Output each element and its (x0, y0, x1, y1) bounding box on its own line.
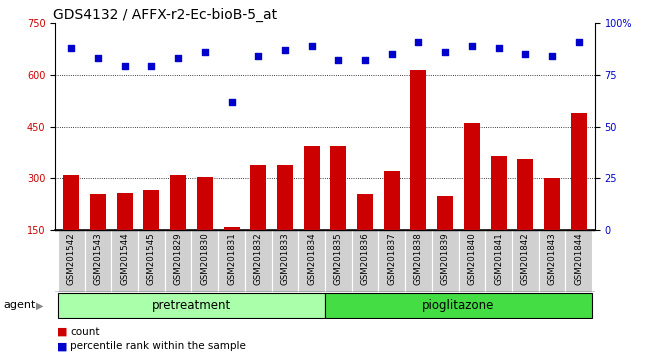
Text: pretreatment: pretreatment (152, 299, 231, 312)
Point (280, 47, 290, 53)
Point (253, 53, 263, 59)
Bar (192, 230, 218, 292)
Bar (405, 230, 432, 292)
Bar (90, 194, 106, 282)
Text: GSM201829: GSM201829 (174, 232, 183, 285)
Bar (117, 193, 133, 282)
Bar (464, 123, 480, 282)
Bar (63, 175, 79, 282)
Text: GSM201837: GSM201837 (387, 232, 396, 285)
Bar (218, 230, 245, 292)
Text: GSM201545: GSM201545 (147, 232, 156, 285)
Bar (111, 230, 138, 292)
Bar (138, 230, 164, 292)
Bar (491, 156, 506, 282)
Bar (437, 195, 453, 282)
Text: GSM201839: GSM201839 (441, 232, 450, 285)
Bar (250, 165, 266, 282)
Text: GSM201841: GSM201841 (494, 232, 503, 285)
Bar (58, 230, 84, 292)
Text: ■: ■ (57, 327, 68, 337)
Bar (571, 113, 587, 282)
Bar (432, 230, 458, 292)
Bar (330, 145, 346, 282)
Bar (378, 230, 405, 292)
Text: GSM201832: GSM201832 (254, 232, 263, 285)
Point (573, 39, 584, 45)
Bar (298, 230, 325, 292)
Bar (325, 292, 592, 318)
Text: GSM201543: GSM201543 (94, 232, 103, 285)
Text: GSM201542: GSM201542 (67, 232, 76, 285)
Bar (277, 165, 293, 282)
Bar (245, 230, 272, 292)
Bar (486, 230, 512, 292)
Bar (357, 194, 373, 282)
Point (440, 49, 450, 55)
Bar (84, 230, 111, 292)
Bar (58, 292, 325, 318)
Point (547, 53, 557, 59)
Bar (304, 145, 320, 282)
Point (333, 57, 344, 63)
Text: GSM201833: GSM201833 (280, 232, 289, 285)
Point (226, 99, 237, 104)
Text: GSM201843: GSM201843 (547, 232, 556, 285)
Text: ▶: ▶ (36, 300, 44, 310)
Text: count: count (70, 327, 99, 337)
Point (520, 51, 530, 57)
Point (200, 49, 210, 55)
Point (387, 51, 397, 57)
Point (493, 45, 504, 51)
Text: GSM201544: GSM201544 (120, 232, 129, 285)
Bar (325, 230, 352, 292)
Bar (410, 70, 426, 282)
Point (66, 45, 77, 51)
Bar (512, 230, 539, 292)
Text: GSM201836: GSM201836 (361, 232, 370, 285)
Bar (165, 230, 192, 292)
Bar (384, 171, 400, 282)
Point (93, 55, 103, 61)
Bar (144, 190, 159, 282)
Bar (517, 159, 533, 282)
Bar (544, 178, 560, 282)
Text: agent: agent (3, 300, 36, 310)
Point (413, 39, 424, 45)
Point (360, 57, 370, 63)
Text: GSM201830: GSM201830 (200, 232, 209, 285)
Point (146, 64, 157, 69)
Text: GSM201840: GSM201840 (467, 232, 476, 285)
Bar (458, 230, 485, 292)
Bar (352, 230, 378, 292)
Point (467, 43, 477, 48)
Bar (170, 175, 186, 282)
Text: GDS4132 / AFFX-r2-Ec-bioB-5_at: GDS4132 / AFFX-r2-Ec-bioB-5_at (53, 8, 277, 22)
Point (306, 43, 317, 48)
Text: GSM201844: GSM201844 (574, 232, 583, 285)
Text: ■: ■ (57, 341, 68, 351)
Bar (272, 230, 298, 292)
Text: GSM201831: GSM201831 (227, 232, 236, 285)
Text: percentile rank within the sample: percentile rank within the sample (70, 341, 246, 351)
Text: GSM201834: GSM201834 (307, 232, 316, 285)
Point (120, 64, 130, 69)
Text: GSM201835: GSM201835 (334, 232, 343, 285)
Bar (197, 177, 213, 282)
Point (173, 55, 183, 61)
Bar (566, 230, 592, 292)
Text: GSM201842: GSM201842 (521, 232, 530, 285)
Text: GSM201838: GSM201838 (414, 232, 423, 285)
Bar (539, 230, 566, 292)
Text: pioglitazone: pioglitazone (422, 299, 495, 312)
Bar (224, 227, 240, 282)
